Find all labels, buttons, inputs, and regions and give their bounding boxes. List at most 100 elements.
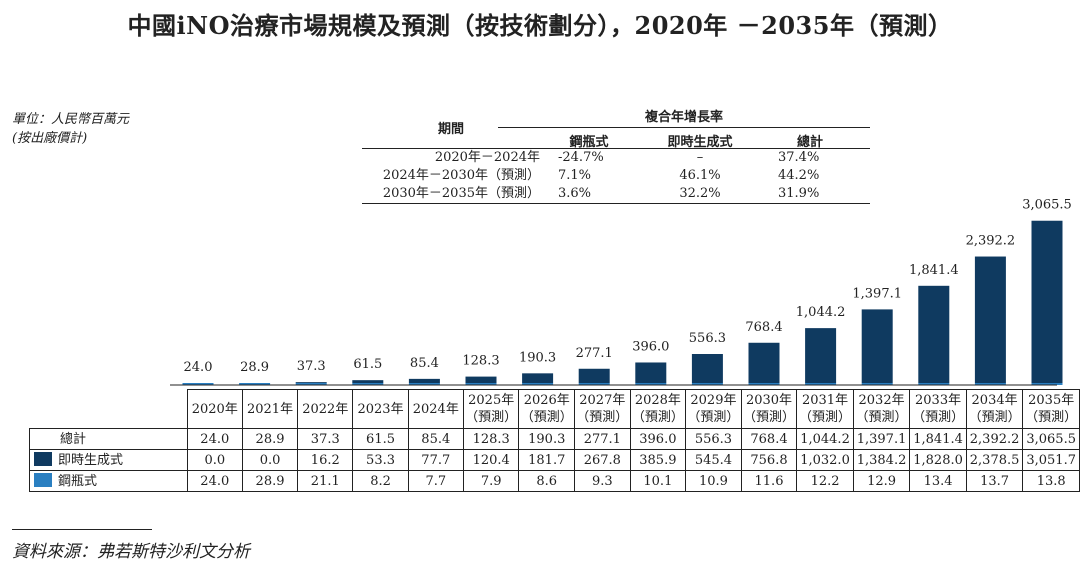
series-value: 0.0	[241, 449, 299, 471]
year-header: 2027年 （預測）	[574, 389, 631, 429]
year-header: 2023年	[352, 389, 409, 429]
series-value: 181.7	[518, 449, 576, 471]
bar-cylinder	[295, 383, 327, 385]
bar-cylinder	[465, 383, 497, 385]
bar-total-label: 2,392.2	[966, 234, 1016, 249]
bar-cylinder	[239, 383, 271, 385]
cagr-col-instant: 即時生成式	[667, 135, 733, 150]
bar-total-label: 24.0	[184, 360, 213, 375]
bar-total-label: 85.4	[410, 356, 439, 371]
bar-cylinder	[635, 383, 667, 385]
year-header: 2025年 （預測）	[462, 389, 520, 429]
total-value: 277.1	[574, 428, 631, 450]
series-value: 13.7	[965, 470, 1024, 492]
year-header: 2030年 （預測）	[740, 389, 798, 429]
series-row: 即時生成式 0.0 0.0 16.2 53.3 77.7 120.4 181.7 267.8 38…	[29, 449, 1080, 471]
unit-line: 單位：人民幣百萬元	[12, 112, 130, 127]
cagr-cell-instant: –	[696, 150, 704, 165]
bar-instant	[578, 368, 610, 383]
bar-instant	[691, 353, 723, 383]
series-value: 7.7	[407, 470, 464, 492]
bar-instant	[352, 380, 384, 383]
year-header: 2028年 （預測）	[629, 389, 687, 429]
series-value: 0.0	[186, 449, 243, 471]
year-header: 2020年	[186, 389, 243, 429]
price-basis-line: (按出廠價計)	[12, 131, 88, 146]
total-value: 768.4	[740, 428, 798, 450]
total-value: 85.4	[407, 428, 464, 450]
series-value: 7.9	[462, 470, 520, 492]
cagr-col-total: 總計	[796, 135, 823, 150]
bar-instant	[748, 342, 780, 383]
bar-cylinder	[408, 383, 440, 385]
cagr-period-header: 期間	[437, 122, 464, 137]
cagr-col-cylinder: 鋼瓶式	[569, 135, 609, 150]
row-label-series: 鋼瓶式	[29, 470, 188, 492]
cagr-header: 複合年增長率	[498, 106, 870, 128]
bar-instant	[805, 328, 837, 383]
series-value: 12.9	[852, 470, 911, 492]
total-value: 37.3	[297, 428, 354, 450]
bar-total-label: 556.3	[689, 331, 726, 346]
series-value: 13.4	[909, 470, 967, 492]
bar-total-label: 37.3	[297, 359, 326, 374]
cagr-cell-instant: 32.2%	[679, 186, 721, 201]
bar-cylinder	[578, 383, 610, 385]
source-divider	[12, 529, 152, 530]
bar-cylinder	[691, 383, 723, 385]
bar-instant	[635, 362, 667, 383]
legend-swatch	[34, 472, 52, 487]
series-value: 756.8	[740, 449, 798, 471]
series-value: 12.2	[796, 470, 854, 492]
total-value: 3,065.5	[1022, 428, 1080, 450]
bar-total-label: 1,044.2	[796, 305, 846, 320]
series-value: 1,828.0	[909, 449, 967, 471]
total-value: 24.0	[186, 428, 243, 450]
total-value: 1,044.2	[796, 428, 854, 450]
series-value: 267.8	[574, 449, 631, 471]
year-header: 2026年 （預測）	[518, 389, 576, 429]
bar-cylinder	[918, 383, 950, 385]
cagr-cell-period: 2020年－2024年	[434, 150, 540, 165]
row-label-total: 總計	[29, 428, 188, 450]
cagr-row: 2024年－2030年（預測） 7.1% 46.1% 44.2%	[362, 167, 870, 185]
total-value: 396.0	[629, 428, 687, 450]
bar-total-label: 1,397.1	[852, 286, 902, 301]
bar-total-label: 1,841.4	[909, 263, 959, 278]
bar-total-label: 28.9	[240, 360, 269, 375]
series-row: 鋼瓶式 24.0 28.9 21.1 8.2 7.7 7.9 8.6 9.3 10.1 10.9 11…	[29, 470, 1080, 492]
series-value: 1,032.0	[796, 449, 854, 471]
bar-cylinder	[1031, 383, 1063, 385]
year-header: 2033年 （預測）	[909, 389, 967, 429]
total-value: 128.3	[462, 428, 520, 450]
total-value: 61.5	[352, 428, 409, 450]
series-value: 1,384.2	[852, 449, 911, 471]
cagr-cell-cylinder: 7.1%	[558, 168, 592, 183]
series-value: 11.6	[740, 470, 798, 492]
cagr-cell-total: 44.2%	[778, 168, 820, 183]
cagr-row: 2030年－2035年（預測） 3.6% 32.2% 31.9%	[362, 185, 870, 204]
bar-total-label: 277.1	[576, 346, 613, 361]
series-value: 8.2	[352, 470, 409, 492]
bar-instant	[408, 378, 440, 383]
legend-swatch	[34, 451, 52, 466]
bar-cylinder	[748, 383, 780, 385]
cagr-cell-instant: 46.1%	[679, 168, 721, 183]
year-header: 2022年	[297, 389, 354, 429]
bar-total-label: 768.4	[745, 320, 782, 335]
unit-note: 單位：人民幣百萬元 (按出廠價計)	[12, 110, 129, 148]
bar-cylinder	[805, 383, 837, 385]
legend-label: 鋼瓶式	[58, 473, 98, 489]
bar-total-label: 396.0	[632, 339, 669, 354]
year-header: 2034年 （預測）	[965, 389, 1024, 429]
bar-total-label: 61.5	[353, 357, 382, 372]
series-value: 9.3	[574, 470, 631, 492]
series-value: 16.2	[297, 449, 354, 471]
total-value: 556.3	[685, 428, 742, 450]
chart-title: 中國iNO治療市場規模及預測（按技術劃分），2020年 －2035年（預測）	[127, 11, 953, 40]
bar-total-label: 190.3	[519, 350, 556, 365]
total-value: 2,392.2	[965, 428, 1024, 450]
year-header: 2024年	[407, 389, 464, 429]
series-value: 2,378.5	[965, 449, 1024, 471]
series-value: 13.8	[1022, 470, 1080, 492]
